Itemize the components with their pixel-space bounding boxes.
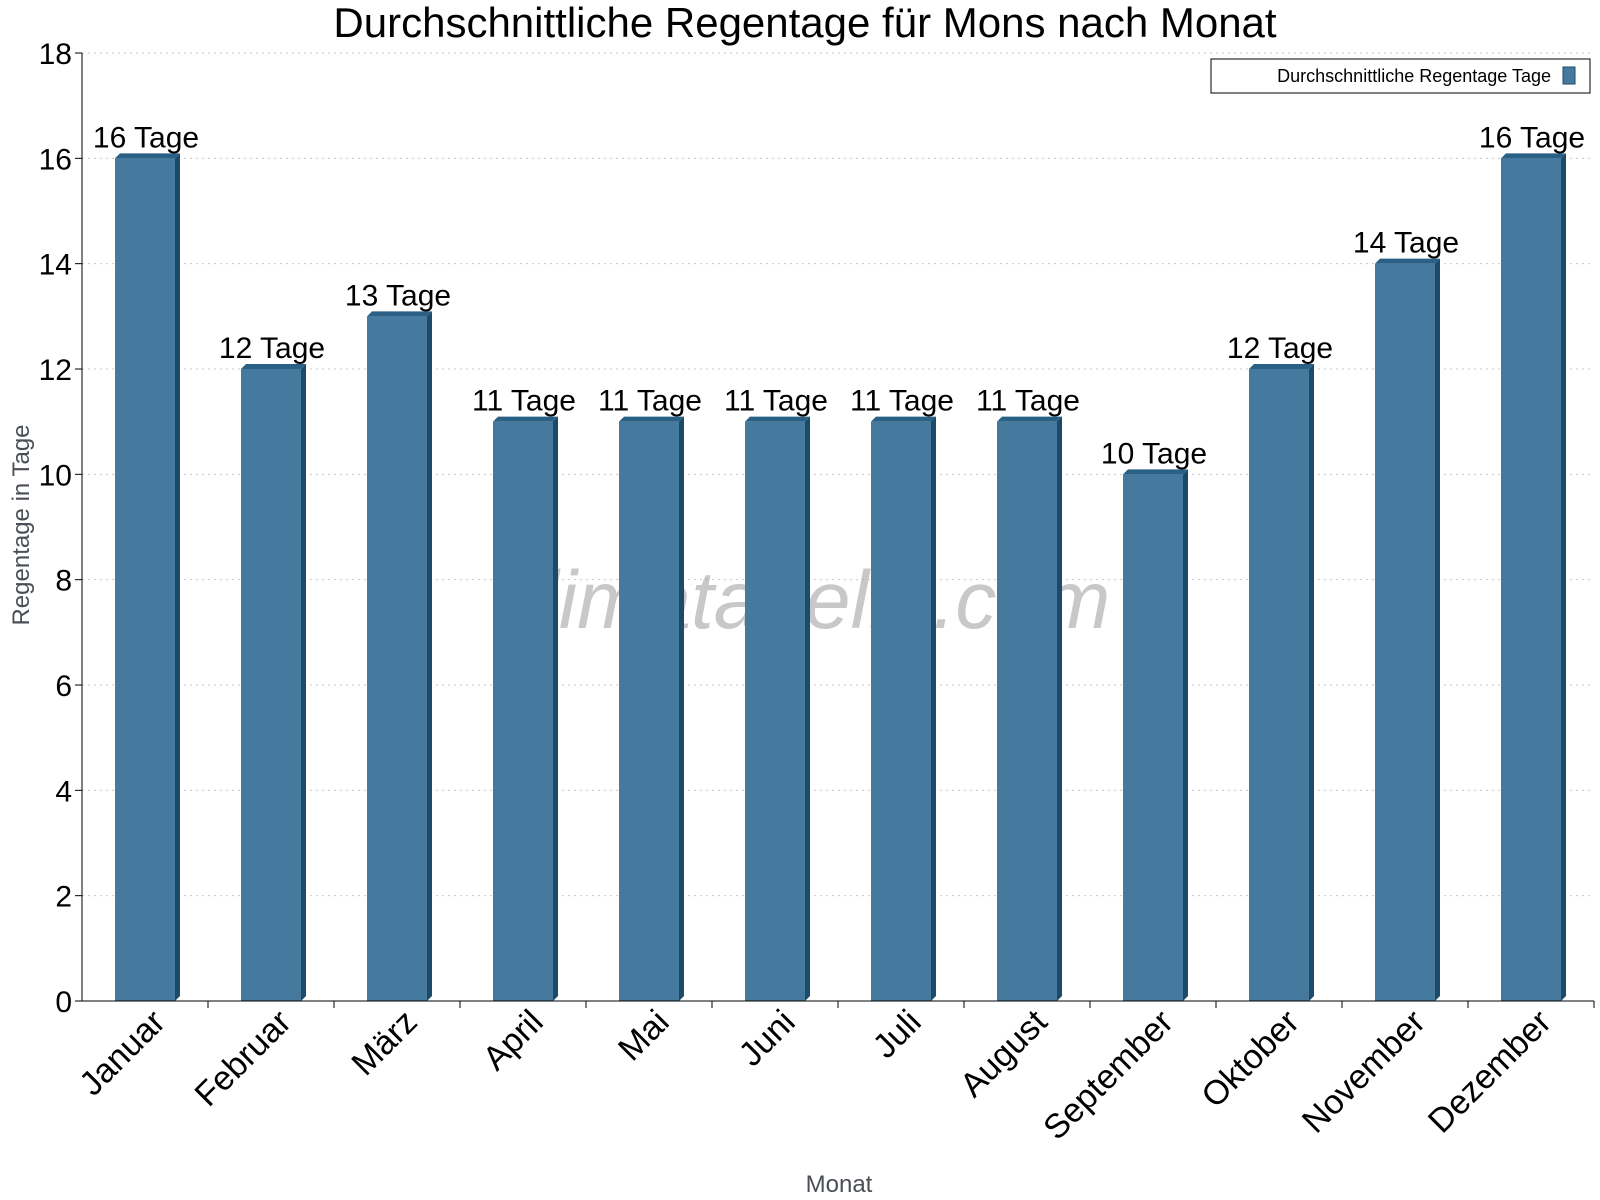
bar-side (175, 153, 180, 1002)
data-labels: 16 Tage 12 Tage 13 Tage 11 Tage 11 Tage 11 Ta… (93, 121, 1585, 470)
bar-top (871, 416, 936, 422)
legend: Durchschnittliche Regentage Tage (1210, 58, 1591, 94)
bar-top (493, 416, 558, 422)
bar-front (997, 421, 1057, 1002)
bar-top (367, 311, 432, 317)
bar (493, 416, 558, 1002)
y-tick-label: 2 (55, 881, 72, 914)
bar-front (1249, 369, 1309, 1001)
bar-side (1561, 153, 1566, 1002)
bar-side (1183, 469, 1188, 1001)
bar-side (427, 311, 432, 1001)
x-tick-label: Oktober (1194, 1003, 1306, 1115)
bar-top (115, 153, 180, 159)
y-tick-label: 4 (55, 775, 72, 808)
bar (619, 416, 684, 1002)
x-tick-label: Dezember (1421, 1003, 1559, 1141)
x-tick-label: Juni (732, 1003, 803, 1074)
y-tick-label: 18 (39, 38, 72, 71)
x-tick-label: Juli (866, 1003, 929, 1066)
bar (997, 416, 1062, 1002)
bar (871, 416, 936, 1002)
chart-title: Durchschnittliche Regentage für Mons nac… (333, 0, 1277, 46)
bar-front (1501, 158, 1561, 1002)
bar-top (1249, 364, 1314, 369)
bar-front (367, 316, 427, 1001)
bar-data-label: 10 Tage (1101, 437, 1207, 470)
x-tick-label: Januar (72, 1003, 172, 1103)
bar-top (1123, 469, 1188, 475)
bar-front (871, 421, 931, 1002)
x-tick-label: März (344, 1003, 424, 1083)
bar-data-label: 16 Tage (93, 121, 199, 154)
y-tick-label: 14 (39, 249, 72, 282)
y-tick-label: 8 (55, 565, 72, 598)
bar-front (115, 158, 175, 1002)
bar-front (619, 421, 679, 1002)
bar-data-label: 11 Tage (472, 385, 576, 418)
bar-side (553, 416, 558, 1002)
bar-front (1123, 474, 1183, 1001)
bar-data-label: 12 Tage (1227, 332, 1333, 365)
y-tick-label: 10 (39, 459, 72, 492)
bar-data-label: 14 Tage (1353, 227, 1459, 260)
bar-side (301, 364, 306, 1001)
y-tick-label: 16 (39, 143, 72, 176)
y-axis-title: Regentage in Tage (8, 424, 35, 625)
bar-top (1501, 153, 1566, 159)
legend-box (1210, 58, 1591, 94)
x-tick-label: April (476, 1003, 551, 1078)
bar-top (745, 416, 810, 422)
bar-data-label: 11 Tage (598, 385, 702, 418)
bar (1501, 153, 1566, 1002)
bar (1375, 258, 1440, 1002)
bar-data-label: 13 Tage (345, 279, 451, 312)
bar-data-label: 16 Tage (1479, 121, 1585, 154)
bar-side (1435, 258, 1440, 1002)
x-tick-label: September (1036, 1003, 1180, 1147)
bar-side (1057, 416, 1062, 1002)
y-tick-label: 0 (55, 986, 72, 1019)
bars (115, 153, 1566, 1002)
bar (745, 416, 810, 1002)
bar-side (931, 416, 936, 1002)
bar (1249, 364, 1314, 1001)
bar-side (1309, 364, 1314, 1001)
bar-top (619, 416, 684, 422)
bar-top (997, 416, 1062, 422)
bar-side (679, 416, 684, 1002)
bar (115, 153, 180, 1002)
legend-swatch (1562, 66, 1576, 85)
x-tick-label: November (1295, 1003, 1433, 1141)
x-axis-title: Monat (806, 1171, 873, 1198)
bar-data-label: 11 Tage (976, 385, 1080, 418)
y-tick-label: 12 (39, 354, 72, 387)
bar (241, 364, 306, 1001)
x-tick-label: August (953, 1002, 1055, 1104)
x-tick-label: Februar (188, 1003, 299, 1114)
bar-data-label: 11 Tage (850, 385, 954, 418)
bar-data-label: 12 Tage (219, 332, 325, 365)
bar-side (805, 416, 810, 1002)
bar-data-label: 11 Tage (724, 385, 828, 418)
bar (1123, 469, 1188, 1001)
y-tick-label: 6 (55, 670, 72, 703)
bar-front (493, 421, 553, 1002)
bar-top (1375, 258, 1440, 264)
grid-lines (82, 52, 1594, 897)
bar-front (241, 369, 301, 1001)
legend-label: Durchschnittliche Regentage Tage (1277, 66, 1551, 86)
bar-top (241, 364, 306, 369)
x-tick-label: Mai (611, 1003, 677, 1069)
bar-front (745, 421, 805, 1002)
bar-front (1375, 263, 1435, 1002)
bar (367, 311, 432, 1001)
